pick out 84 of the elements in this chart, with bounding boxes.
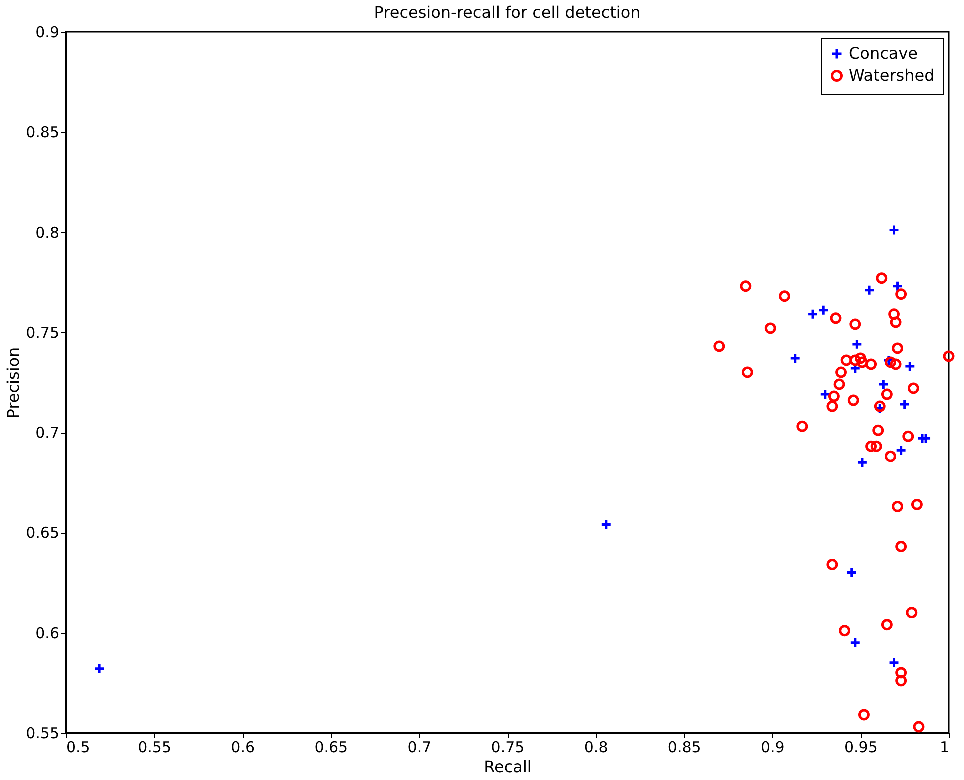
- x-tick-label: 0.75: [491, 738, 525, 756]
- point: [885, 450, 896, 462]
- point: [870, 440, 882, 452]
- legend-label: Concave: [849, 44, 918, 63]
- point: [890, 358, 902, 370]
- point: [94, 663, 106, 675]
- point: [779, 290, 790, 302]
- point: [902, 430, 914, 442]
- x-tick-label: 0.7: [408, 738, 432, 756]
- point: [848, 394, 860, 406]
- y-tick-label: 0.75: [26, 324, 60, 342]
- y-tick-label: 0.85: [26, 124, 60, 142]
- point: [896, 444, 908, 456]
- chart-title: Precesion-recall for cell detection: [374, 3, 641, 22]
- point: [888, 657, 900, 669]
- point: [866, 358, 878, 370]
- point: [714, 340, 726, 352]
- point: [826, 400, 838, 412]
- x-tick-label: 0.8: [584, 738, 608, 756]
- point: [839, 625, 851, 637]
- point: [892, 280, 904, 292]
- legend-label: Watershed: [849, 66, 935, 85]
- point: [896, 675, 908, 687]
- point: [818, 304, 830, 316]
- point: [890, 316, 902, 328]
- point: [913, 721, 925, 733]
- point: [881, 619, 893, 631]
- point: [850, 318, 862, 330]
- point: [858, 709, 870, 721]
- y-tick-label: 0.7: [36, 424, 60, 442]
- point: [876, 272, 888, 284]
- point: [826, 559, 838, 570]
- point: [834, 378, 846, 390]
- point: [840, 354, 852, 366]
- point: [896, 288, 908, 300]
- y-tick-label: 0.9: [36, 24, 60, 42]
- point: [896, 541, 908, 552]
- point: [836, 366, 847, 378]
- point: [892, 342, 904, 354]
- point: [888, 308, 900, 320]
- point: [856, 356, 868, 368]
- point: [906, 607, 918, 619]
- x-tick-label: 0.65: [314, 738, 348, 756]
- point: [911, 498, 923, 510]
- point: [854, 352, 866, 364]
- point: [790, 352, 802, 364]
- point: [866, 440, 878, 452]
- point: [740, 280, 752, 292]
- y-axis-title: Precision: [4, 347, 24, 419]
- point: [892, 500, 904, 512]
- x-tick-label: 0.95: [844, 738, 878, 756]
- point: [851, 338, 863, 350]
- x-axis-title: Recall: [484, 758, 532, 776]
- point: [828, 390, 840, 402]
- point: [943, 350, 955, 362]
- point: [850, 637, 862, 649]
- y-tick-label: 0.6: [36, 624, 60, 642]
- point: [899, 398, 911, 410]
- point: [796, 420, 808, 432]
- point: [742, 366, 754, 378]
- x-tick-label: 0.9: [760, 738, 785, 756]
- point: [896, 667, 908, 679]
- point: [830, 312, 842, 324]
- point: [908, 382, 920, 394]
- point: [846, 567, 858, 578]
- point: [864, 284, 876, 296]
- x-tick-label: 0.5: [66, 738, 90, 756]
- point: [904, 360, 916, 372]
- y-tick-label: 0.8: [36, 224, 60, 242]
- point: [888, 224, 900, 236]
- y-tick-label: 0.55: [26, 724, 60, 742]
- point: [807, 308, 819, 320]
- point: [764, 322, 776, 334]
- point: [881, 388, 893, 400]
- x-tick-label: 0.55: [138, 738, 172, 756]
- x-tick-label: 0.85: [668, 738, 702, 756]
- point: [872, 424, 884, 436]
- point: [878, 378, 890, 390]
- x-tick-label: 0.6: [231, 738, 256, 756]
- y-tick-label: 0.65: [26, 524, 60, 542]
- point: [856, 456, 868, 468]
- x-tick-label: 1: [940, 738, 950, 756]
- point: [850, 354, 862, 366]
- point: [600, 518, 612, 530]
